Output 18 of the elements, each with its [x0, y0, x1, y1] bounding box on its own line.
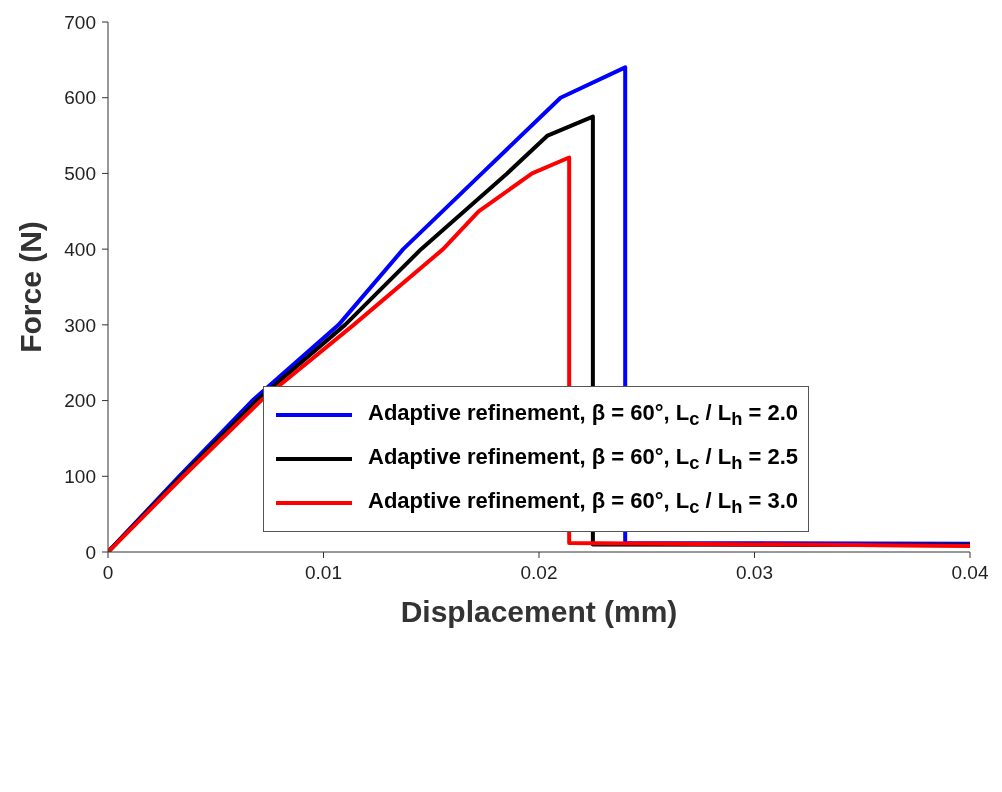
y-tick-label: 500 — [64, 163, 96, 185]
y-tick-label: 300 — [64, 314, 96, 336]
y-tick-label: 700 — [64, 11, 96, 33]
x-tick-label: 0 — [102, 562, 114, 584]
y-tick-label: 100 — [64, 466, 96, 488]
y-tick-label: 200 — [64, 390, 96, 412]
x-tick-label: 0.04 — [951, 562, 989, 584]
x-tick-label: 0.03 — [736, 562, 773, 584]
x-tick-label: 0.01 — [305, 562, 342, 584]
y-tick-label: 400 — [64, 238, 96, 260]
y-tick-label: 0 — [85, 541, 96, 563]
x-axis-title: Displacement (mm) — [400, 595, 678, 628]
y-axis-title: Force (N) — [13, 221, 47, 353]
y-tick-label: 600 — [64, 87, 96, 109]
x-tick-label: 0.02 — [520, 562, 558, 584]
legend-label: Adaptive refinement, β = 60°, L$_{c}$ / L$_{h}$ = 2.5 — [368, 443, 798, 475]
legend-label: Adaptive refinement, β = 60°, L$_{c}$ / L$_{h}$ = 3.0 — [368, 487, 798, 519]
legend-label: Adaptive refinement, β = 60°, L$_{c}$ / L$_{h}$ = 2.0 — [368, 399, 798, 431]
